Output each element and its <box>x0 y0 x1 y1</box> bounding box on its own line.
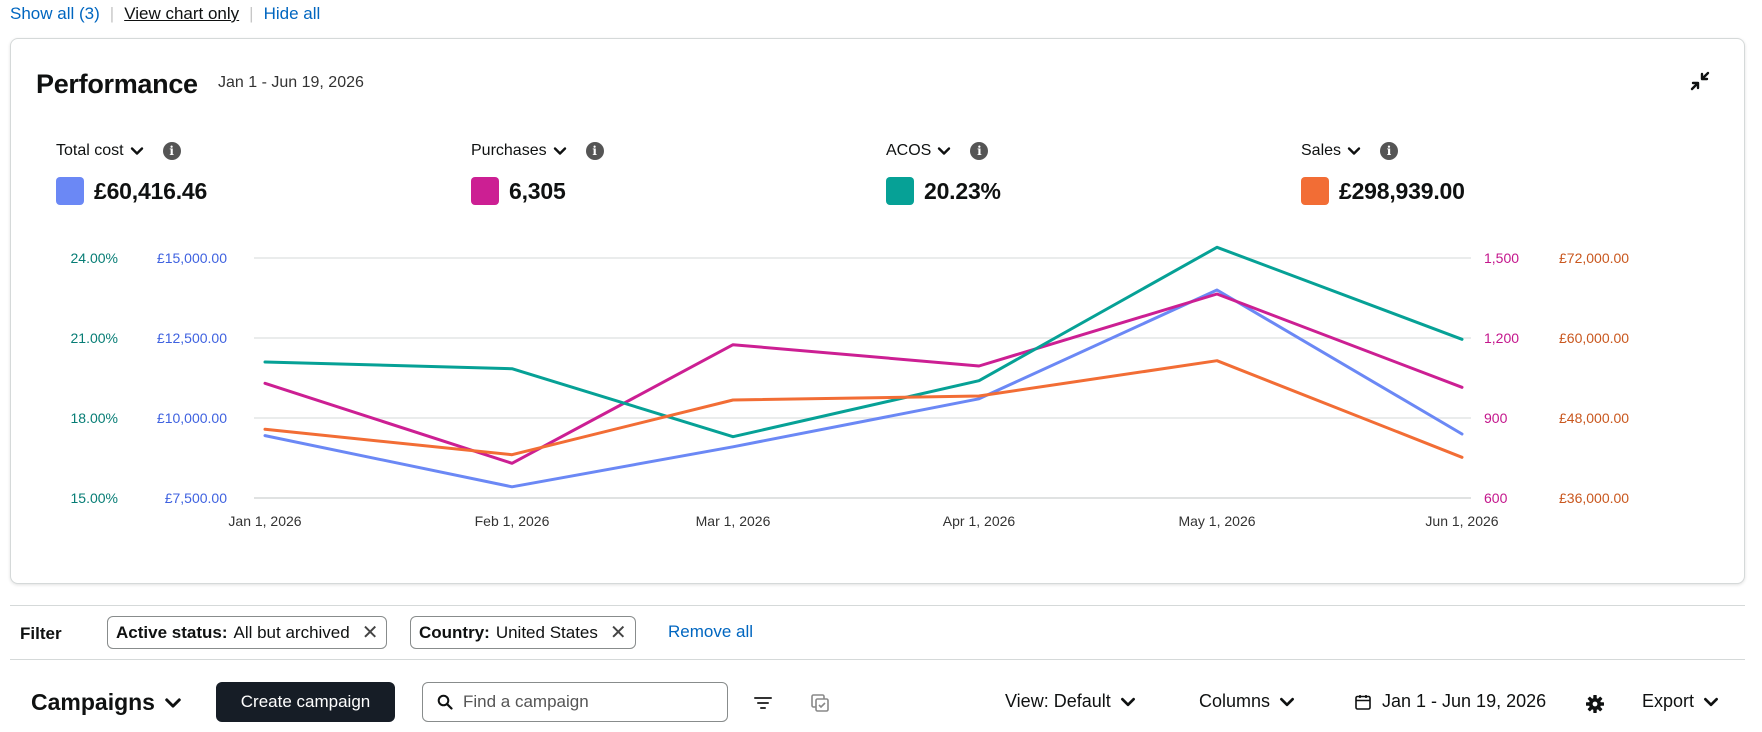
metric-acos: ACOS i 20.23% <box>886 141 1186 205</box>
filter-chip-value: All but archived <box>233 622 350 642</box>
collapse-icon[interactable] <box>1688 69 1712 93</box>
sales-axis-tick: £72,000.00 <box>1559 250 1629 266</box>
create-campaign-button[interactable]: Create campaign <box>216 682 395 722</box>
search-icon <box>437 694 453 710</box>
info-icon[interactable]: i <box>1380 142 1399 160</box>
chevron-down-icon <box>1280 697 1295 706</box>
remove-all-link[interactable]: Remove all <box>668 622 754 641</box>
chevron-down-icon <box>1120 697 1135 706</box>
chevron-down-icon[interactable] <box>552 143 568 159</box>
series-swatch-sales[interactable] <box>1301 177 1329 205</box>
acos-axis-tick: 21.00% <box>71 330 118 346</box>
metric-value-purchases: 6,305 <box>509 177 566 204</box>
filter-chip-key: Active status: <box>116 622 228 642</box>
info-icon[interactable]: i <box>162 142 181 160</box>
series-swatch-acos[interactable] <box>886 177 914 205</box>
metric-purchases: Purchases i 6,305 <box>471 141 771 205</box>
x-axis-tick: May 1, 2026 <box>1178 513 1255 529</box>
series-line-sales <box>263 359 1464 459</box>
performance-card: Performance Jan 1 - Jun 19, 2026 Total c… <box>10 38 1745 584</box>
hide-all-link[interactable]: Hide all <box>263 4 321 23</box>
filter-chip-value: United States <box>495 622 598 642</box>
export-dropdown[interactable]: Export <box>1642 691 1720 712</box>
close-icon[interactable]: ✕ <box>609 622 627 644</box>
sales-axis-tick: £60,000.00 <box>1559 330 1629 346</box>
acos-axis-tick: 18.00% <box>71 410 118 426</box>
info-icon[interactable]: i <box>585 142 604 160</box>
divider <box>10 659 1745 660</box>
divider: | <box>109 4 115 23</box>
filter-chip-key: Country: <box>419 622 490 642</box>
metric-selector-purchases[interactable]: Purchases <box>471 142 547 159</box>
metric-value-total-cost: £60,416.46 <box>94 177 208 204</box>
series-line-total-cost <box>263 288 1464 489</box>
chevron-down-icon[interactable] <box>936 143 952 159</box>
view-toggle-links: Show all (3) | View chart only | Hide al… <box>10 4 320 24</box>
date-range-picker[interactable]: Jan 1 - Jun 19, 2026 <box>1354 691 1546 712</box>
export-label: Export <box>1642 691 1695 711</box>
calendar-icon <box>1355 694 1371 710</box>
close-icon[interactable]: ✕ <box>361 622 379 644</box>
x-axis-tick: Mar 1, 2026 <box>696 513 771 529</box>
purchases-axis-tick: 1,500 <box>1484 250 1519 266</box>
divider <box>10 605 1745 606</box>
metric-selector-acos[interactable]: ACOS <box>886 142 932 159</box>
chevron-down-icon <box>1704 697 1719 706</box>
sales-axis-tick: £48,000.00 <box>1559 410 1629 426</box>
date-range-label: Jan 1 - Jun 19, 2026 <box>1382 691 1547 711</box>
purchases-axis-tick: 900 <box>1484 410 1508 426</box>
x-axis-tick: Jun 1, 2026 <box>1425 513 1498 529</box>
cost-axis-tick: £15,000.00 <box>157 250 227 266</box>
purchases-axis-tick: 1,200 <box>1484 330 1519 346</box>
campaign-search-box[interactable] <box>422 682 728 722</box>
info-icon[interactable]: i <box>970 142 989 160</box>
filter-label: Filter <box>20 624 62 643</box>
filter-chip-active-status[interactable]: Active status: All but archived ✕ <box>107 616 388 649</box>
columns-dropdown-label: Columns <box>1199 691 1271 711</box>
filter-lines-icon[interactable] <box>752 692 774 714</box>
series-line-purchases <box>263 292 1464 465</box>
x-axis-tick: Apr 1, 2026 <box>943 513 1016 529</box>
chevron-down-icon[interactable] <box>1346 143 1362 159</box>
performance-title: Performance <box>36 69 198 99</box>
chevron-down-icon[interactable] <box>129 143 145 159</box>
x-axis-tick: Feb 1, 2026 <box>475 513 550 529</box>
series-swatch-purchases[interactable] <box>471 177 499 205</box>
cost-axis-tick: £7,500.00 <box>165 490 227 506</box>
acos-axis-tick: 24.00% <box>71 250 118 266</box>
sales-axis-tick: £36,000.00 <box>1559 490 1629 506</box>
campaigns-selector[interactable]: Campaigns <box>31 689 183 716</box>
acos-axis-tick: 15.00% <box>71 490 118 506</box>
show-all-link[interactable]: Show all (3) <box>10 4 100 23</box>
metric-total-cost: Total cost i £60,416.46 <box>56 141 356 205</box>
chevron-down-icon[interactable] <box>163 693 183 713</box>
purchases-axis-tick: 600 <box>1484 490 1508 506</box>
view-dropdown-label: View: Default <box>1005 691 1111 711</box>
series-line-acos <box>263 245 1464 439</box>
performance-chart[interactable]: 24.00% 21.00% 18.00% 15.00% £15,000.00 £12,50… <box>11 39 1746 585</box>
performance-date-range: Jan 1 - Jun 19, 2026 <box>218 74 364 91</box>
filter-chip-country[interactable]: Country: United States ✕ <box>410 616 636 649</box>
x-axis-tick: Jan 1, 2026 <box>228 513 301 529</box>
series-swatch-total-cost[interactable] <box>56 177 84 205</box>
metric-value-acos: 20.23% <box>924 177 1001 204</box>
cost-axis-tick: £12,500.00 <box>157 330 227 346</box>
metric-selector-total-cost[interactable]: Total cost <box>56 142 124 159</box>
search-input[interactable] <box>463 692 713 712</box>
gear-icon[interactable] <box>1584 693 1606 715</box>
metric-selector-sales[interactable]: Sales <box>1301 142 1342 159</box>
columns-dropdown[interactable]: Columns <box>1199 691 1296 712</box>
divider: | <box>249 4 254 23</box>
copy-icon[interactable] <box>809 692 831 714</box>
campaigns-title: Campaigns <box>31 689 155 715</box>
metric-value-sales: £298,939.00 <box>1339 177 1465 204</box>
view-chart-only-link[interactable]: View chart only <box>124 4 240 23</box>
metric-sales: Sales i £298,939.00 <box>1301 141 1601 205</box>
cost-axis-tick: £10,000.00 <box>157 410 227 426</box>
view-dropdown[interactable]: View: Default <box>1005 691 1137 712</box>
